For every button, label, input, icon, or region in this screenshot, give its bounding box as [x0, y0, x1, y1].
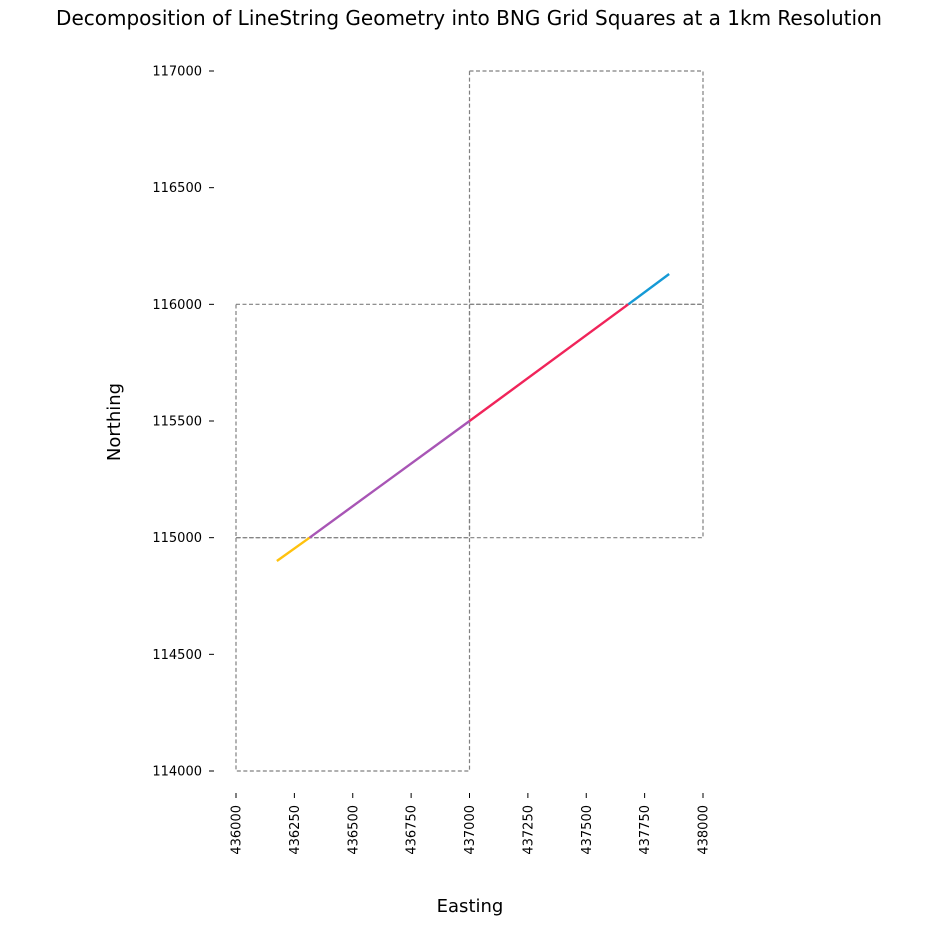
line-segment-4	[627, 273, 670, 306]
grid-square-2	[235, 303, 471, 539]
line-segments	[276, 273, 670, 562]
chart-title: Decomposition of LineString Geometry int…	[56, 6, 882, 30]
x-tick-label: 436750	[405, 805, 420, 855]
x-tick-label: 436000	[230, 805, 245, 855]
y-axis: 114000 114500 115000 115500 116000 116500 1170…	[152, 65, 214, 780]
y-tick-label: 117000	[152, 65, 202, 80]
x-tick-label: 437250	[521, 805, 536, 855]
grid-square-1	[235, 537, 471, 772]
grid-square-3	[468, 303, 704, 539]
y-tick-label: 115000	[152, 531, 202, 546]
y-axis-label: Northing	[104, 383, 125, 461]
x-tick-label: 438000	[697, 805, 712, 855]
x-axis: 436000 436250 436500 436750 437000 437250 4375…	[230, 793, 712, 855]
x-tick-label: 436250	[288, 805, 303, 855]
x-axis-label: Easting	[437, 896, 504, 917]
y-tick-label: 115500	[152, 415, 202, 430]
y-tick-label: 114500	[152, 648, 202, 663]
grid-square-4	[468, 70, 704, 305]
line-segment-2	[308, 420, 471, 539]
line-segment-3	[468, 303, 629, 422]
y-tick-label: 114000	[152, 765, 202, 780]
x-tick-label: 437000	[463, 805, 478, 855]
x-tick-label: 437750	[638, 805, 653, 855]
y-tick-label: 116500	[152, 181, 202, 196]
line-segment-1	[276, 536, 311, 562]
x-tick-label: 437500	[580, 805, 595, 855]
y-tick-label: 116000	[152, 298, 202, 313]
x-tick-label: 436500	[346, 805, 361, 855]
